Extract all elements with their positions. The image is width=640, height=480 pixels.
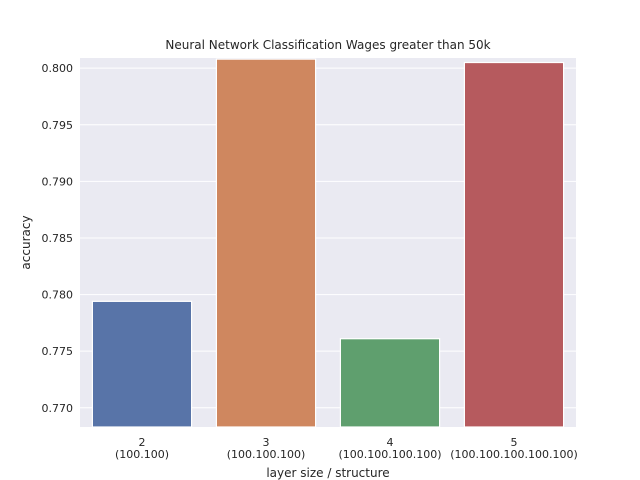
x-axis-ticks: 2 (100.100) 3 (100.100.100) 4 (100.100.100.10… (115, 436, 578, 461)
y-axis-label: accuracy (19, 215, 33, 269)
y-axis-ticks: 0.770 0.775 0.780 0.785 0.790 0.795 0.800 (42, 62, 74, 415)
y-tick-label: 0.780 (42, 289, 74, 302)
bar (215, 58, 317, 428)
bar (339, 338, 441, 428)
y-tick-label: 0.790 (42, 175, 74, 188)
bar (463, 61, 565, 428)
y-tick-label: 0.770 (42, 402, 74, 415)
y-tick-label: 0.800 (42, 62, 74, 75)
x-tick-label: 3 (100.100.100) (227, 436, 306, 461)
x-axis-label: layer size / structure (266, 466, 389, 480)
chart-title: Neural Network Classification Wages grea… (165, 38, 490, 52)
x-tick-label: 2 (100.100) (115, 436, 169, 461)
y-tick-label: 0.785 (42, 232, 74, 245)
y-tick-label: 0.775 (42, 345, 74, 358)
x-tick-label: 4 (100.100.100.100) (338, 436, 441, 461)
bars (91, 58, 565, 428)
y-tick-label: 0.795 (42, 119, 74, 132)
x-tick-label: 5 (100.100.100.100.100) (450, 436, 578, 461)
bar (91, 300, 193, 428)
